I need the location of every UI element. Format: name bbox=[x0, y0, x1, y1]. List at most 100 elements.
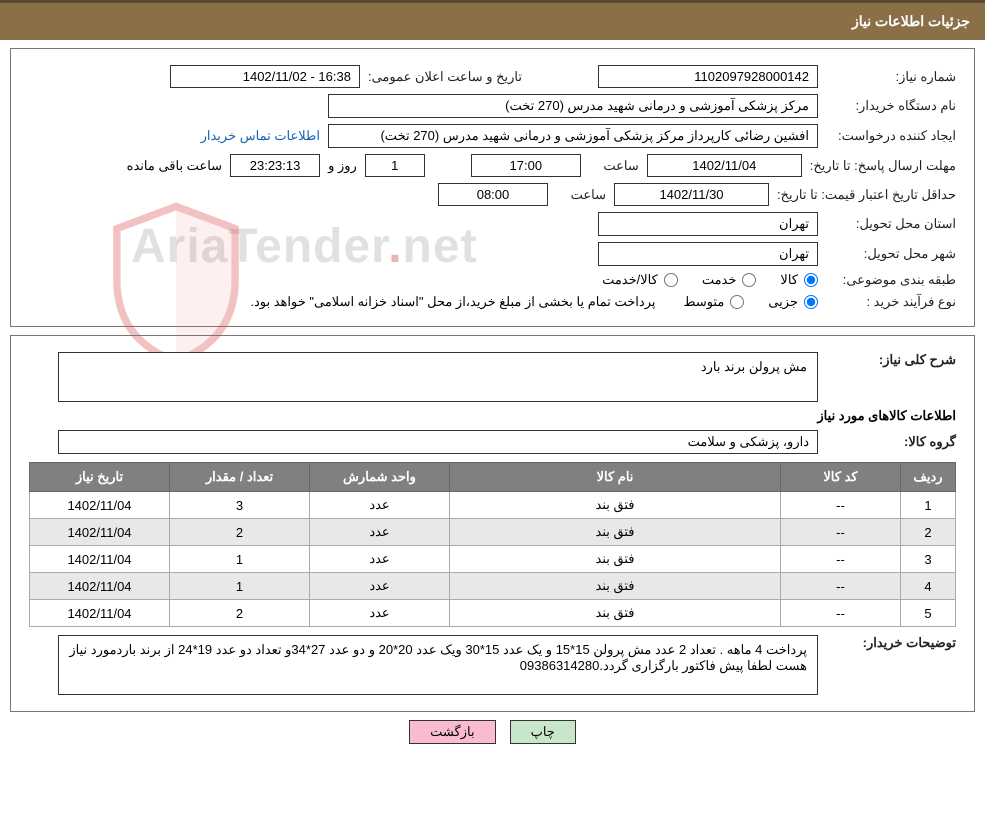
countdown: 23:23:13 bbox=[230, 154, 320, 177]
radio-partial[interactable]: جزیی bbox=[768, 294, 818, 310]
general-desc-value: مش پرولن برند بارد bbox=[58, 352, 818, 402]
table-cell-code: -- bbox=[781, 519, 901, 546]
page-header: جزئیات اطلاعات نیاز bbox=[0, 0, 985, 40]
purchase-type-label: نوع فرآیند خرید : bbox=[826, 294, 956, 310]
table-cell-n: 1 bbox=[901, 492, 956, 519]
table-cell-date: 1402/11/04 bbox=[30, 600, 170, 627]
row-items-info: اطلاعات کالاهای مورد نیاز bbox=[29, 408, 956, 424]
buyer-org-value: مرکز پزشکی آموزشی و درمانی شهید مدرس (27… bbox=[328, 94, 818, 118]
radio-goods-service[interactable]: کالا/خدمت bbox=[602, 272, 678, 288]
table-cell-code: -- bbox=[781, 546, 901, 573]
requester-label: ایجاد کننده درخواست: bbox=[826, 128, 956, 144]
radio-goods-service-input[interactable] bbox=[664, 273, 678, 287]
table-cell-unit: عدد bbox=[310, 546, 450, 573]
validity-date: 1402/11/30 bbox=[614, 183, 769, 206]
table-cell-code: -- bbox=[781, 573, 901, 600]
buyer-org-label: نام دستگاه خریدار: bbox=[826, 98, 956, 114]
validity-time-label: ساعت bbox=[556, 187, 606, 203]
row-requester: ایجاد کننده درخواست: افشین رضائی کارپردا… bbox=[29, 124, 956, 148]
deadline-label: مهلت ارسال پاسخ: تا تاریخ: bbox=[810, 158, 956, 174]
table-header-row: ردیف کد کالا نام کالا واحد شمارش تعداد /… bbox=[30, 463, 956, 492]
table-cell-name: فتق بند bbox=[450, 519, 781, 546]
validity-label: حداقل تاریخ اعتبار قیمت: تا تاریخ: bbox=[777, 187, 956, 203]
buyer-notes-value: پرداخت 4 ماهه . تعداد 2 عدد مش پرولن 15*… bbox=[58, 635, 818, 695]
table-cell-date: 1402/11/04 bbox=[30, 546, 170, 573]
table-cell-date: 1402/11/04 bbox=[30, 519, 170, 546]
page-title: جزئیات اطلاعات نیاز bbox=[852, 13, 970, 29]
table-cell-n: 3 bbox=[901, 546, 956, 573]
group-value: دارو، پزشکی و سلامت bbox=[58, 430, 818, 454]
deadline-date: 1402/11/04 bbox=[647, 154, 802, 177]
table-cell-qty: 1 bbox=[170, 546, 310, 573]
row-province: استان محل تحویل: تهران bbox=[29, 212, 956, 236]
table-cell-qty: 3 bbox=[170, 492, 310, 519]
purchase-type-radio-group: جزیی متوسط bbox=[683, 294, 818, 310]
table-cell-unit: عدد bbox=[310, 573, 450, 600]
row-validity: حداقل تاریخ اعتبار قیمت: تا تاریخ: 1402/… bbox=[29, 183, 956, 206]
row-classification: طبقه بندی موضوعی: کالا خدمت کالا/خدمت bbox=[29, 272, 956, 288]
validity-time: 08:00 bbox=[438, 183, 548, 206]
table-cell-qty: 2 bbox=[170, 600, 310, 627]
row-general-desc: شرح کلی نیاز: مش پرولن برند بارد bbox=[29, 352, 956, 402]
table-row: 1--فتق بندعدد31402/11/04 bbox=[30, 492, 956, 519]
th-code: کد کالا bbox=[781, 463, 901, 492]
table-cell-name: فتق بند bbox=[450, 573, 781, 600]
row-need-no: شماره نیاز: 1102097928000142 تاریخ و ساع… bbox=[29, 65, 956, 88]
table-cell-unit: عدد bbox=[310, 519, 450, 546]
items-info-label: اطلاعات کالاهای مورد نیاز bbox=[817, 408, 956, 424]
radio-goods[interactable]: کالا bbox=[780, 272, 818, 288]
row-buyer-notes: توضیحات خریدار: پرداخت 4 ماهه . تعداد 2 … bbox=[29, 635, 956, 695]
items-table: ردیف کد کالا نام کالا واحد شمارش تعداد /… bbox=[29, 462, 956, 627]
items-section: شرح کلی نیاز: مش پرولن برند بارد اطلاعات… bbox=[10, 335, 975, 712]
row-city: شهر محل تحویل: تهران bbox=[29, 242, 956, 266]
table-cell-n: 4 bbox=[901, 573, 956, 600]
th-name: نام کالا bbox=[450, 463, 781, 492]
buyer-contact-link[interactable]: اطلاعات تماس خریدار bbox=[201, 128, 320, 144]
th-row: ردیف bbox=[901, 463, 956, 492]
need-no-value: 1102097928000142 bbox=[598, 65, 818, 88]
buyer-notes-label: توضیحات خریدار: bbox=[826, 635, 956, 651]
th-unit: واحد شمارش bbox=[310, 463, 450, 492]
city-value: تهران bbox=[598, 242, 818, 266]
province-label: استان محل تحویل: bbox=[826, 216, 956, 232]
table-cell-name: فتق بند bbox=[450, 492, 781, 519]
deadline-time: 17:00 bbox=[471, 154, 581, 177]
back-button[interactable]: بازگشت bbox=[409, 720, 495, 744]
radio-partial-input[interactable] bbox=[804, 295, 818, 309]
need-no-label: شماره نیاز: bbox=[826, 69, 956, 85]
table-row: 3--فتق بندعدد11402/11/04 bbox=[30, 546, 956, 573]
table-row: 2--فتق بندعدد21402/11/04 bbox=[30, 519, 956, 546]
announce-label: تاریخ و ساعت اعلان عمومی: bbox=[368, 69, 522, 85]
th-qty: تعداد / مقدار bbox=[170, 463, 310, 492]
deadline-time-label: ساعت bbox=[589, 158, 639, 174]
row-buyer-org: نام دستگاه خریدار: مرکز پزشکی آموزشی و د… bbox=[29, 94, 956, 118]
province-value: تهران bbox=[598, 212, 818, 236]
table-cell-qty: 1 bbox=[170, 573, 310, 600]
row-purchase-type: نوع فرآیند خرید : جزیی متوسط پرداخت تمام… bbox=[29, 294, 956, 310]
table-row: 5--فتق بندعدد21402/11/04 bbox=[30, 600, 956, 627]
details-section: AriaTender.net شماره نیاز: 1102097928000… bbox=[10, 48, 975, 327]
print-button[interactable]: چاپ bbox=[510, 720, 576, 744]
table-cell-unit: عدد bbox=[310, 492, 450, 519]
requester-value: افشین رضائی کارپرداز مرکز پزشکی آموزشی و… bbox=[328, 124, 818, 148]
radio-service-input[interactable] bbox=[742, 273, 756, 287]
radio-medium-input[interactable] bbox=[730, 295, 744, 309]
radio-service[interactable]: خدمت bbox=[702, 272, 757, 288]
table-cell-date: 1402/11/04 bbox=[30, 573, 170, 600]
table-cell-n: 5 bbox=[901, 600, 956, 627]
table-cell-name: فتق بند bbox=[450, 600, 781, 627]
footer-buttons: چاپ بازگشت bbox=[0, 720, 985, 744]
classification-radio-group: کالا خدمت کالا/خدمت bbox=[602, 272, 818, 288]
table-row: 4--فتق بندعدد11402/11/04 bbox=[30, 573, 956, 600]
radio-goods-input[interactable] bbox=[804, 273, 818, 287]
remaining-label: ساعت باقی مانده bbox=[127, 158, 222, 174]
days-label: روز و bbox=[328, 158, 357, 174]
radio-medium[interactable]: متوسط bbox=[683, 294, 744, 310]
city-label: شهر محل تحویل: bbox=[826, 246, 956, 262]
th-date: تاریخ نیاز bbox=[30, 463, 170, 492]
table-cell-code: -- bbox=[781, 492, 901, 519]
row-group: گروه کالا: دارو، پزشکی و سلامت bbox=[29, 430, 956, 454]
row-deadline: مهلت ارسال پاسخ: تا تاریخ: 1402/11/04 سا… bbox=[29, 154, 956, 177]
table-cell-name: فتق بند bbox=[450, 546, 781, 573]
table-cell-code: -- bbox=[781, 600, 901, 627]
